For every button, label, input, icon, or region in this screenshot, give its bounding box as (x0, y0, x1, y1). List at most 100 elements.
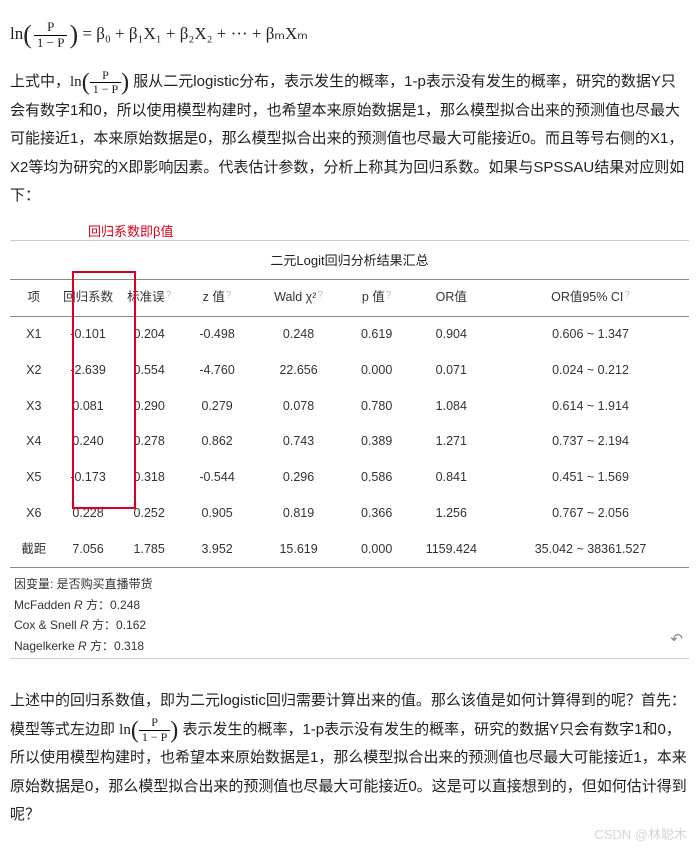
table-cell: X4 (10, 424, 58, 460)
annotation-label: 回归系数即β值 (88, 225, 689, 238)
formula-num: P (34, 20, 68, 35)
table-row: X2-2.6390.554-4.76022.6560.0000.0710.024… (10, 353, 689, 389)
table-cell: X3 (10, 389, 58, 425)
footnote-4c: 方：0.318 (87, 639, 144, 653)
paragraph-3: 上述中的回归系数值，即为二元logistic回归需要计算出来的值。那么该值是如何… (10, 687, 689, 830)
table-title: 二元Logit回归分析结果汇总 (10, 241, 689, 280)
paragraph-1: 上式中，ln(P1 − P) 服从二元logistic分布，表示发生的概率，1-… (10, 68, 689, 211)
help-icon[interactable]: ? (166, 290, 172, 301)
table-cell: 0.614 ~ 1.914 (492, 389, 689, 425)
table-header: OR值95% CI? (492, 280, 689, 317)
table-header: Wald χ²? (254, 280, 342, 317)
table-cell: 0.078 (254, 389, 342, 425)
footnote-2c: 方：0.248 (83, 598, 140, 612)
table-cell: -0.544 (180, 460, 255, 496)
table-cell: 1159.424 (411, 532, 492, 568)
table-cell: 0.000 (343, 532, 411, 568)
table-cell: 0.024 ~ 0.212 (492, 353, 689, 389)
table-footnotes: 因变量: 是否购买直播带货 McFadden R 方：0.248 Cox & S… (10, 568, 689, 658)
table-cell: 0.619 (343, 317, 411, 353)
para1-pre: 上式中， (10, 73, 70, 90)
footnote-3a: Cox & Snell (14, 618, 80, 632)
footnote-2b: R (74, 598, 83, 612)
formula-fn: ln (10, 24, 23, 43)
table-cell: 0.841 (411, 460, 492, 496)
table-cell: 0.554 (119, 353, 180, 389)
table-header: 回归系数 (58, 280, 119, 317)
help-icon[interactable]: ? (226, 290, 232, 301)
table-cell: 0.228 (58, 496, 119, 532)
table-cell: 0.586 (343, 460, 411, 496)
table-cell: 0.767 ~ 2.056 (492, 496, 689, 532)
table-cell: 0.904 (411, 317, 492, 353)
para1-fn: ln (70, 74, 82, 90)
table-cell: X2 (10, 353, 58, 389)
table-row: X40.2400.2780.8620.7430.3891.2710.737 ~ … (10, 424, 689, 460)
table-cell: -4.760 (180, 353, 255, 389)
footnote-1: 因变量: 是否购买直播带货 (14, 577, 153, 591)
table-header: 项 (10, 280, 58, 317)
table-cell: -0.498 (180, 317, 255, 353)
table-cell: 0.780 (343, 389, 411, 425)
para1-num: P (90, 69, 121, 83)
table-cell: 0.290 (119, 389, 180, 425)
table-cell: 0.240 (58, 424, 119, 460)
table-cell: 15.619 (254, 532, 342, 568)
footnote-4b: R (78, 639, 87, 653)
footnote-4a: Nagelkerke (14, 639, 78, 653)
undo-icon[interactable]: ↶ (670, 626, 683, 655)
table-cell: -0.173 (58, 460, 119, 496)
formula-den: 1 − P (34, 36, 68, 50)
table-cell: X1 (10, 317, 58, 353)
table-cell: 0.278 (119, 424, 180, 460)
table-cell: 1.256 (411, 496, 492, 532)
table-cell: -0.101 (58, 317, 119, 353)
para1-den: 1 − P (90, 83, 121, 96)
table-header: p 值? (343, 280, 411, 317)
table-row: X5-0.1730.318-0.5440.2960.5860.8410.451 … (10, 460, 689, 496)
table-cell: X6 (10, 496, 58, 532)
results-table: 项回归系数标准误?z 值?Wald χ²?p 值?OR值OR值95% CI? X… (10, 279, 689, 568)
main-formula: ln(P1 − P) = β₀ + β₁X₁ + β₂X₂ + ··· + βₘ… (10, 18, 689, 50)
table-cell: 0.743 (254, 424, 342, 460)
table-row: X1-0.1010.204-0.4980.2480.6190.9040.606 … (10, 317, 689, 353)
formula-rhs: = β₀ + β₁X₁ + β₂X₂ + ··· + βₘXₘ (78, 24, 308, 43)
table-cell: 22.656 (254, 353, 342, 389)
table-cell: 0.279 (180, 389, 255, 425)
help-icon[interactable]: ? (317, 290, 323, 301)
footnote-3b: R (80, 618, 89, 632)
table-cell: 1.271 (411, 424, 492, 460)
table-cell: 0.905 (180, 496, 255, 532)
footnote-3c: 方：0.162 (89, 618, 146, 632)
table-header: OR值 (411, 280, 492, 317)
table-header: 标准误? (119, 280, 180, 317)
table-header: z 值? (180, 280, 255, 317)
table-cell: 0.296 (254, 460, 342, 496)
table-cell: 0.081 (58, 389, 119, 425)
table-cell: 0.606 ~ 1.347 (492, 317, 689, 353)
table-cell: 1.084 (411, 389, 492, 425)
table-cell: 0.318 (119, 460, 180, 496)
table-cell: 截距 (10, 532, 58, 568)
help-icon[interactable]: ? (624, 290, 630, 301)
footnote-2a: McFadden (14, 598, 74, 612)
table-cell: 0.071 (411, 353, 492, 389)
table-cell: -2.639 (58, 353, 119, 389)
watermark: CSDN @林聪木 (594, 823, 687, 848)
para3-den: 1 − P (139, 731, 170, 744)
table-row: X30.0810.2900.2790.0780.7801.0840.614 ~ … (10, 389, 689, 425)
table-cell: 0.248 (254, 317, 342, 353)
table-cell: 0.819 (254, 496, 342, 532)
table-cell: 0.389 (343, 424, 411, 460)
table-cell: 7.056 (58, 532, 119, 568)
results-table-wrap: 二元Logit回归分析结果汇总 项回归系数标准误?z 值?Wald χ²?p 值… (10, 240, 689, 659)
table-cell: 0.737 ~ 2.194 (492, 424, 689, 460)
table-cell: 3.952 (180, 532, 255, 568)
table-cell: 0.204 (119, 317, 180, 353)
table-cell: 1.785 (119, 532, 180, 568)
help-icon[interactable]: ? (386, 290, 392, 301)
table-cell: 0.000 (343, 353, 411, 389)
table-cell: 0.252 (119, 496, 180, 532)
table-row: 截距7.0561.7853.95215.6190.0001159.42435.0… (10, 532, 689, 568)
table-cell: X5 (10, 460, 58, 496)
